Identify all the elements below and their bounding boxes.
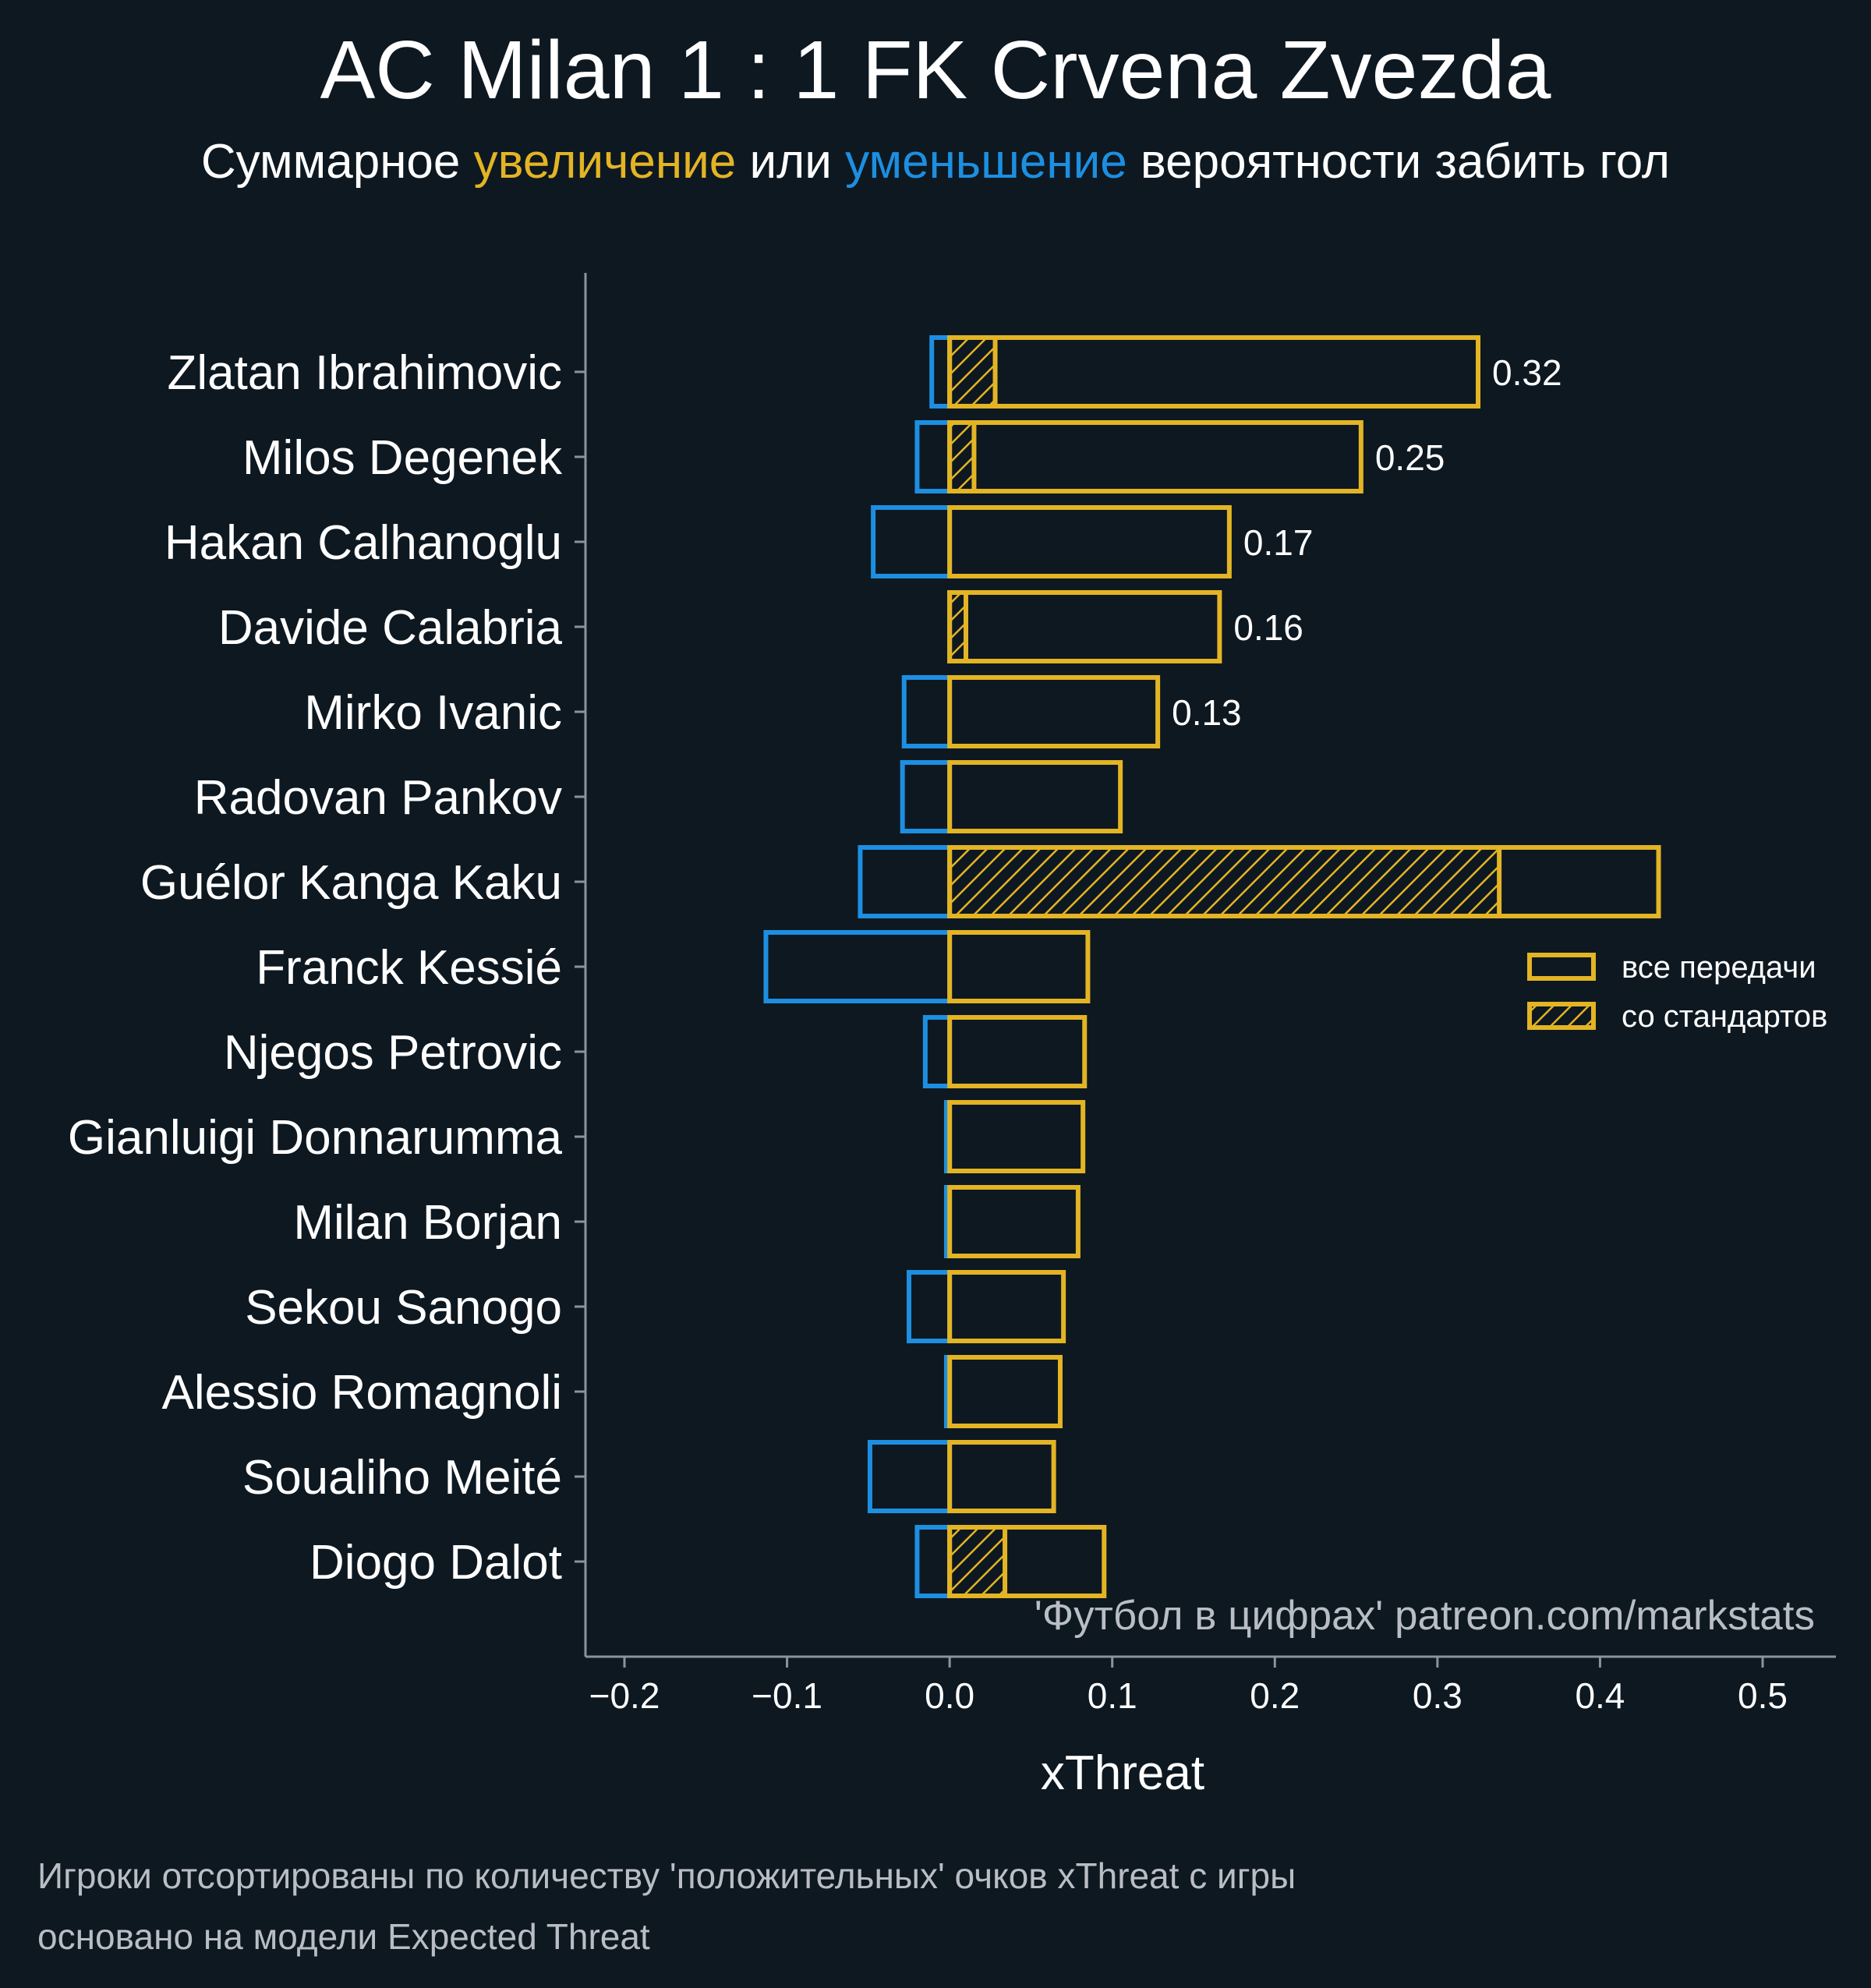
bar-positive xyxy=(947,505,1232,578)
bar-negative xyxy=(763,930,953,1003)
bar-set-pieces xyxy=(947,420,977,493)
bar-positive xyxy=(947,335,1480,409)
x-tick-label: 0.3 xyxy=(1413,1675,1462,1716)
bar-positive xyxy=(947,1355,1063,1428)
bar-positive xyxy=(947,590,1222,663)
bar-negative xyxy=(867,1440,953,1513)
player-label: Diogo Dalot xyxy=(309,1536,562,1590)
bar-positive xyxy=(947,760,1123,833)
bar-negative xyxy=(901,675,953,748)
chart-title: AC Milan 1 : 1 FK Crvena Zvezda xyxy=(320,24,1551,116)
player-label: Franck Kessié xyxy=(256,941,562,995)
player-label: Guélor Kanga Kaku xyxy=(140,856,562,910)
player-label: Radovan Pankov xyxy=(194,771,562,825)
player-label: Alessio Romagnoli xyxy=(162,1366,562,1420)
player-label: Soualiho Meité xyxy=(242,1451,562,1505)
value-label: 0.32 xyxy=(1492,352,1562,393)
plot-area: −0.2 −0.1 0.0 0.1 0.2 0.3 0.4 0.5 Zlatan Ibrahim… xyxy=(68,273,1836,1716)
value-label: 0.16 xyxy=(1233,607,1303,648)
bar-positive xyxy=(947,1100,1086,1173)
player-label: Gianluigi Donnarumma xyxy=(68,1111,563,1165)
player-label: Hakan Calhanoglu xyxy=(164,516,562,570)
subtitle-middle: или xyxy=(736,135,845,189)
bar-set-pieces xyxy=(947,845,1502,918)
chart-subtitle: Суммарное увеличение или уменьшение веро… xyxy=(201,135,1670,189)
legend-label-all-passes: все передачи xyxy=(1622,950,1816,985)
bar-negative xyxy=(871,505,953,578)
subtitle-decrease-word: уменьшение xyxy=(845,135,1127,189)
x-tick-label: 0.0 xyxy=(925,1675,974,1716)
bar-positive xyxy=(947,930,1091,1003)
bar-negative xyxy=(914,420,953,493)
watermark: 'Футбол в цифрах' patreon.com/markstats xyxy=(1035,1593,1815,1639)
bar-positive xyxy=(947,675,1161,748)
x-tick-label: 0.5 xyxy=(1738,1675,1788,1716)
legend-swatch-set-pieces xyxy=(1527,1002,1596,1030)
bar-negative xyxy=(858,845,953,918)
x-tick-label: 0.1 xyxy=(1088,1675,1137,1716)
bar-negative xyxy=(922,1015,953,1088)
value-label: 0.13 xyxy=(1172,692,1242,733)
bar-positive xyxy=(947,1440,1056,1513)
x-tick-label: −0.1 xyxy=(752,1675,822,1716)
bar-positive xyxy=(947,1015,1088,1088)
legend-label-set-pieces: со стандартов xyxy=(1622,999,1827,1034)
player-label: Sekou Sanogo xyxy=(245,1281,562,1335)
bar-negative xyxy=(907,1270,953,1343)
player-label: Milan Borjan xyxy=(293,1196,562,1250)
player-label: Milos Degenek xyxy=(242,431,563,485)
bar-negative xyxy=(914,1525,953,1598)
footnote-line-1: Игроки отсортированы по количеству 'поло… xyxy=(37,1855,1296,1896)
value-label: 0.25 xyxy=(1375,437,1445,478)
bar-positive xyxy=(947,1525,1107,1598)
footnote-line-2: основано на модели Expected Threat xyxy=(37,1916,650,1957)
player-label: Mirko Ivanic xyxy=(304,686,562,740)
bar-set-pieces xyxy=(947,335,998,409)
bar-set-pieces xyxy=(947,590,968,663)
bar-negative xyxy=(900,760,953,833)
legend: все передачи со стандартов xyxy=(1527,950,1827,1034)
player-label: Zlatan Ibrahimovic xyxy=(167,346,562,400)
bar-set-pieces xyxy=(947,1525,1008,1598)
player-label: Davide Calabria xyxy=(218,601,563,655)
player-label: Njegos Petrovic xyxy=(224,1026,562,1080)
x-tick-label: −0.2 xyxy=(589,1675,660,1716)
x-axis-title: xThreat xyxy=(1041,1746,1204,1800)
x-tick-label: 0.2 xyxy=(1250,1675,1300,1716)
legend-swatch-all-passes xyxy=(1527,953,1596,981)
bar-positive xyxy=(947,420,1363,493)
value-label: 0.17 xyxy=(1243,522,1314,563)
subtitle-increase-word: увеличение xyxy=(474,135,737,189)
bar-positive xyxy=(947,1270,1066,1343)
bar-negative xyxy=(929,335,953,409)
x-tick-label: 0.4 xyxy=(1575,1675,1625,1716)
bar-positive xyxy=(947,845,1661,918)
subtitle-suffix: вероятности забить гол xyxy=(1127,135,1670,189)
bar-positive xyxy=(947,1185,1081,1258)
subtitle-prefix: Суммарное xyxy=(201,135,474,189)
